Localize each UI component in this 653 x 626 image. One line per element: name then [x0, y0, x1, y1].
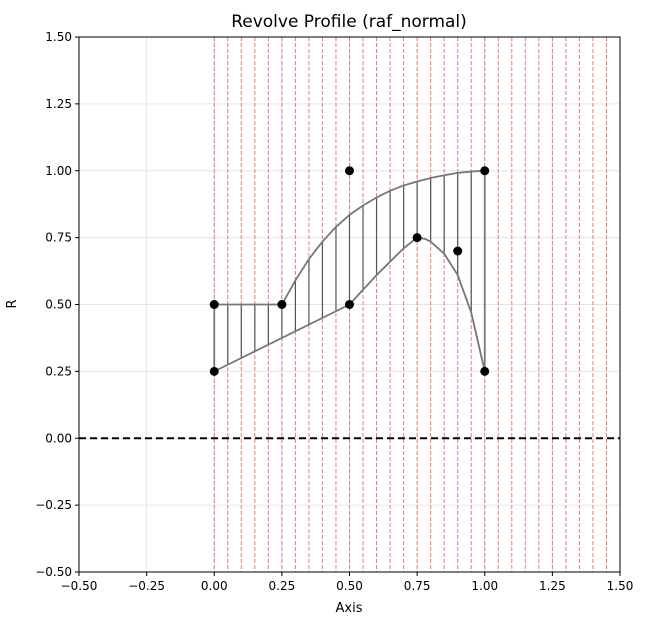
- y-tick-label: 0.75: [45, 231, 72, 245]
- y-tick-label: 1.50: [45, 30, 72, 44]
- x-tick-label: 1.00: [471, 579, 498, 593]
- x-tick-label: 1.25: [539, 579, 566, 593]
- control-point: [345, 166, 354, 176]
- control-point: [480, 166, 490, 176]
- x-tick-label: −0.50: [61, 579, 98, 593]
- x-tick-label: 0.50: [336, 579, 363, 593]
- control-point: [345, 300, 354, 309]
- x-tick-label: 0.25: [269, 579, 296, 593]
- y-tick-label: 1.00: [45, 164, 72, 178]
- control-point: [209, 300, 219, 309]
- y-axis-label: R: [5, 299, 20, 308]
- y-tick-label: −0.50: [35, 565, 72, 579]
- axis-ticks: −0.50 −0.25 0.00 0.25 0.50 0.75 1.00 1.25 1.50 −0…: [35, 30, 633, 593]
- x-axis-label: Axis: [336, 601, 363, 616]
- y-tick-label: 0.50: [45, 298, 72, 312]
- upper-profile-curve: [214, 169, 485, 306]
- control-point: [480, 366, 490, 376]
- y-tick-label: 1.25: [45, 97, 72, 111]
- x-tick-label: −0.25: [128, 579, 165, 593]
- x-tick-label: 1.50: [607, 579, 634, 593]
- y-tick-label: 0.00: [45, 431, 72, 445]
- chart-title: Revolve Profile (raf_normal): [231, 12, 467, 32]
- y-tick-label: 0.25: [45, 364, 72, 378]
- y-tick-label: −0.25: [35, 498, 72, 512]
- control-point: [209, 366, 219, 376]
- control-point: [277, 300, 287, 309]
- x-tick-label: 0.75: [404, 579, 431, 593]
- x-tick-label: 0.00: [201, 579, 228, 593]
- control-point: [412, 233, 422, 243]
- control-points: [209, 166, 490, 376]
- control-point: [453, 246, 463, 256]
